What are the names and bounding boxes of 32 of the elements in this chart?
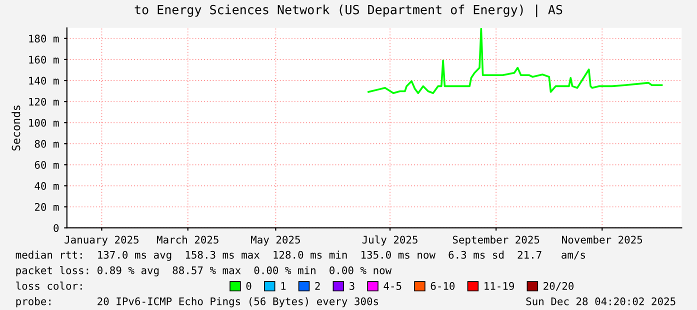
y-axis-title: Seconds — [12, 106, 20, 151]
y-tick-label: 0 — [54, 224, 59, 232]
y-tick-label: 120 m — [29, 98, 59, 106]
y-tick-label: 140 m — [29, 76, 59, 85]
y-tick-label: 100 m — [29, 118, 59, 127]
legend-title: loss color: — [16, 282, 82, 290]
line-series — [368, 28, 663, 94]
legend-label: 1 — [281, 282, 286, 290]
text: Sun Dec 28 04:20:02 2025 — [526, 297, 676, 306]
y-tick-label: 40 m — [34, 182, 59, 190]
x-tick-label: March 2025 — [156, 236, 218, 244]
y-tick-label: 20 m — [34, 203, 59, 211]
y-tick-label: 160 m — [29, 56, 59, 64]
y-tick-label: 60 m — [34, 160, 59, 169]
text: packet loss: 0.89 % avg 88.57 % max 0.00 % min 0.00 % now — [16, 266, 392, 276]
x-tick-label: September 2025 — [452, 236, 540, 246]
legend-label: 4-5 — [384, 282, 402, 290]
legend-label: 20/20 — [544, 282, 574, 291]
x-tick-label: May 2025 — [251, 236, 300, 246]
legend-label: 0 — [246, 282, 252, 290]
legend-label: 3 — [350, 282, 354, 290]
y-tick-label: 180 m — [29, 34, 59, 43]
x-tick-label: January 2025 — [64, 236, 139, 246]
chart-title: to Energy Sciences Network (US Department of Energy) | AS — [134, 4, 562, 18]
x-tick-label: November 2025 — [562, 236, 642, 244]
legend-label: 2 — [315, 282, 320, 290]
legend-label: 11-19 — [484, 282, 514, 290]
y-tick-label: 80 m — [34, 140, 59, 148]
legend-label: 6-10 — [430, 282, 455, 290]
text: probe: 20 IPv6-ICMP Echo Pings (56 Bytes) every 300s — [16, 297, 378, 308]
text: median rtt: 137.0 ms avg 158.3 ms max 128.0 ms min 135.0 ms now 6.3 ms sd 21.7 am/s — [16, 250, 585, 261]
x-tick-label: July 2025 — [362, 235, 418, 246]
